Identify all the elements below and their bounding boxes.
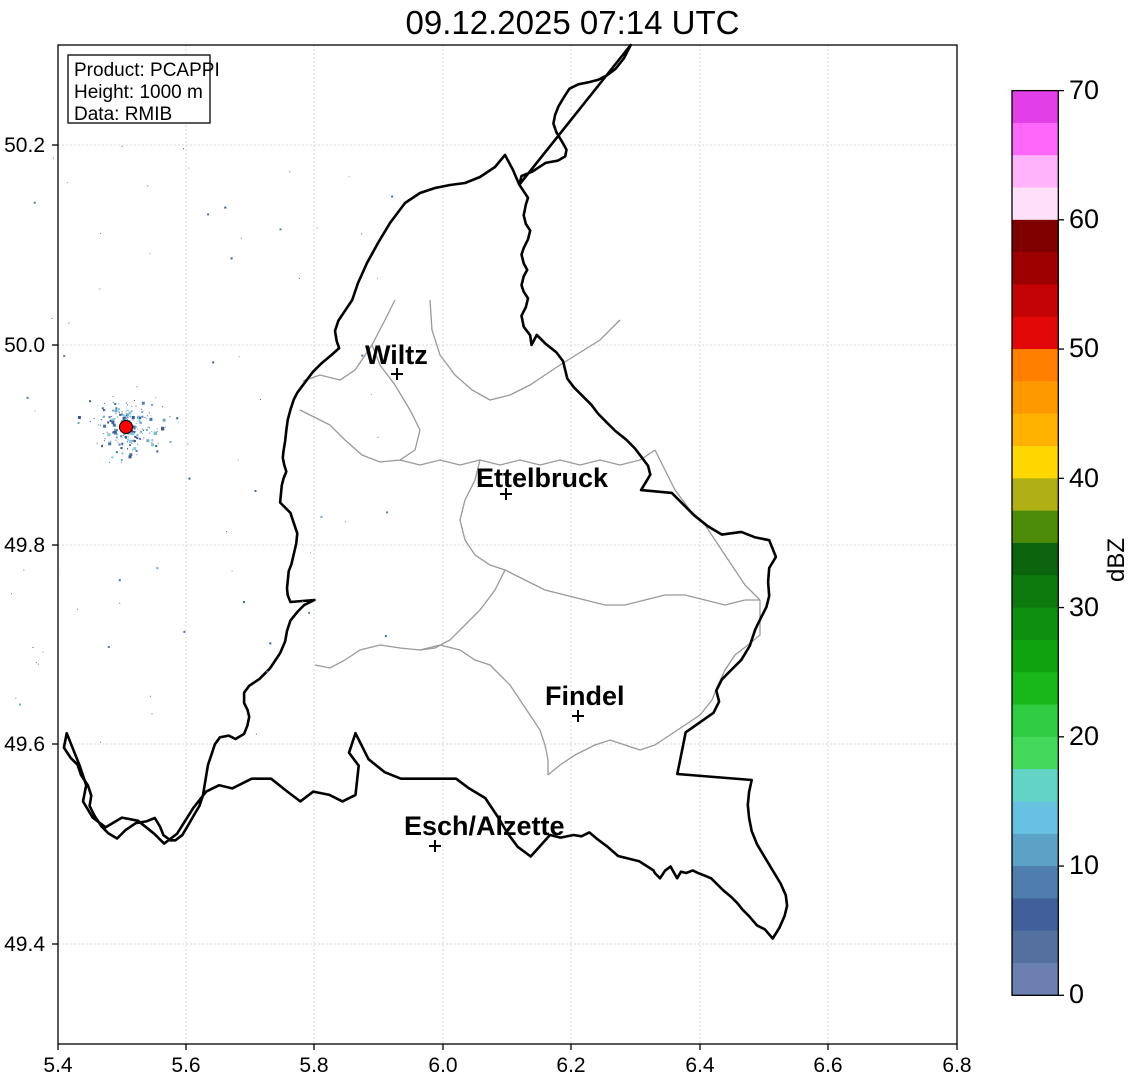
svg-text:10: 10 [1069,850,1099,880]
svg-text:6.2: 6.2 [556,1054,585,1077]
svg-text:30: 30 [1069,592,1099,622]
svg-text:5.8: 5.8 [299,1054,328,1077]
svg-text:40: 40 [1069,463,1099,493]
svg-text:Data: RMIB: Data: RMIB [74,104,172,125]
svg-text:6.6: 6.6 [813,1054,842,1077]
svg-text:5.4: 5.4 [43,1054,73,1077]
svg-text:Ettelbruck: Ettelbruck [476,463,609,493]
svg-text:Wiltz: Wiltz [365,340,428,370]
svg-text:Product: PCAPPI: Product: PCAPPI [74,60,220,81]
svg-text:49.8: 49.8 [4,534,45,557]
svg-text:50: 50 [1069,333,1099,363]
svg-text:Esch/Alzette: Esch/Alzette [404,811,565,841]
svg-text:Height: 1000 m: Height: 1000 m [74,82,203,103]
svg-text:0: 0 [1069,979,1084,1009]
svg-text:dBZ: dBZ [1103,538,1130,582]
svg-text:50.2: 50.2 [4,134,45,157]
svg-text:6.8: 6.8 [942,1054,971,1077]
svg-text:6.4: 6.4 [685,1054,715,1077]
svg-text:50.0: 50.0 [4,334,45,357]
svg-text:6.0: 6.0 [428,1054,457,1077]
svg-text:20: 20 [1069,721,1099,751]
svg-text:49.6: 49.6 [4,733,45,756]
svg-text:70: 70 [1069,75,1099,105]
svg-text:5.6: 5.6 [171,1054,200,1077]
svg-text:Findel: Findel [545,681,625,711]
svg-text:49.4: 49.4 [4,933,45,956]
svg-text:60: 60 [1069,204,1099,234]
